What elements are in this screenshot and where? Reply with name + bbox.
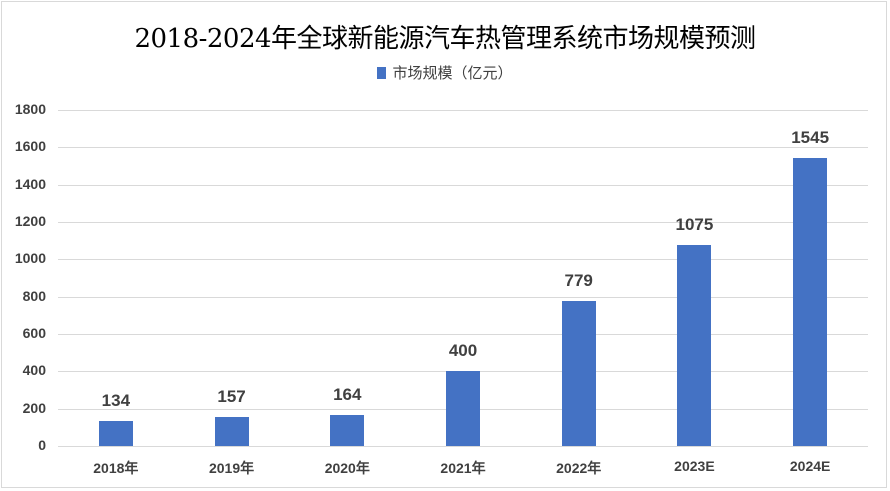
gridline bbox=[58, 259, 868, 261]
bar bbox=[330, 415, 365, 446]
legend-label: 市场规模（亿元） bbox=[392, 65, 513, 82]
gridline bbox=[58, 446, 868, 447]
data-label: 779 bbox=[564, 270, 593, 290]
chart-title: 2018-2024年全球新能源汽车热管理系统市场规模预测 bbox=[134, 24, 756, 54]
y-tick-label: 1000 bbox=[14, 250, 46, 267]
data-label: 157 bbox=[217, 386, 246, 406]
bar bbox=[214, 416, 249, 446]
x-tick-label: 2023E bbox=[674, 458, 715, 474]
data-label: 1545 bbox=[791, 127, 830, 147]
y-tick-label: 1600 bbox=[14, 138, 46, 155]
x-tick-label: 2019年 bbox=[208, 460, 255, 476]
x-tick-label: 2020年 bbox=[324, 460, 370, 476]
y-tick-label: 200 bbox=[22, 399, 46, 416]
x-tick-label: 2018年 bbox=[93, 460, 139, 476]
y-tick-label: 600 bbox=[22, 325, 46, 341]
y-tick-label: 800 bbox=[22, 287, 46, 304]
plot-area: 134 157 164 400 779 1075 1545 bbox=[58, 110, 868, 447]
gridline bbox=[58, 147, 868, 149]
x-tick-label: 2021年 bbox=[440, 460, 486, 476]
y-tick-label: 400 bbox=[22, 362, 46, 379]
data-label: 134 bbox=[101, 390, 131, 410]
y-tick-label: 1200 bbox=[14, 213, 46, 229]
bar bbox=[561, 300, 596, 446]
legend: 市场规模（亿元） bbox=[0, 62, 890, 83]
bar bbox=[677, 245, 712, 446]
y-tick-label: 1800 bbox=[14, 101, 46, 117]
gridline bbox=[58, 296, 868, 298]
gridline bbox=[58, 110, 868, 111]
legend-swatch-icon bbox=[377, 67, 387, 79]
x-tick-label: 2024E bbox=[789, 458, 831, 474]
bar bbox=[446, 371, 480, 446]
data-label: 164 bbox=[333, 385, 362, 405]
gridline bbox=[58, 334, 868, 335]
gridline bbox=[58, 222, 868, 223]
y-tick-label: 0 bbox=[38, 437, 46, 453]
bar bbox=[98, 420, 133, 446]
y-tick-label: 1400 bbox=[14, 175, 46, 192]
x-tick-label: 2022年 bbox=[556, 460, 602, 476]
gridline bbox=[58, 184, 868, 186]
bar bbox=[793, 157, 828, 446]
data-label: 400 bbox=[448, 341, 478, 361]
data-label: 1075 bbox=[675, 215, 714, 235]
